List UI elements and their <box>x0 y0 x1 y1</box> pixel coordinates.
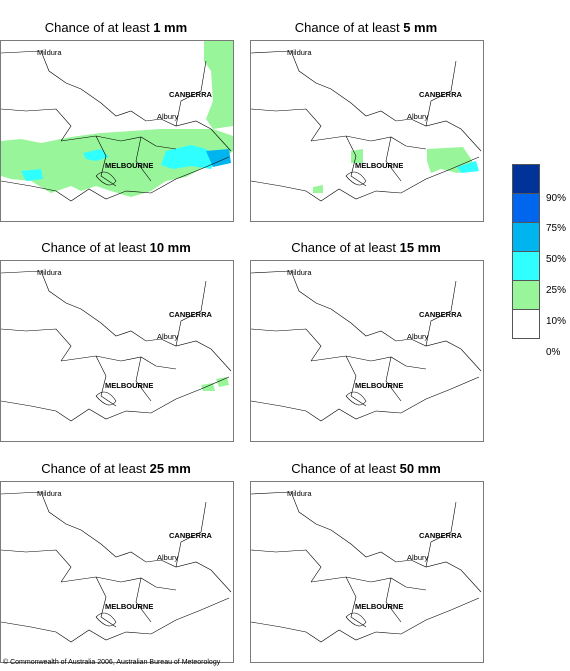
city-label-albury: Albury <box>407 332 429 341</box>
city-label-melbourne: MELBOURNE <box>355 602 403 611</box>
city-label-mildura: Mildura <box>37 268 62 277</box>
title-amount: 5 mm <box>403 20 438 35</box>
title-prefix: Chance of at least <box>41 240 146 255</box>
map-svg: Mildura CANBERRA Albury MELBOURNE <box>251 268 482 422</box>
city-label-albury: Albury <box>157 332 179 341</box>
city-label-mildura: Mildura <box>37 48 62 57</box>
map-panel-50mm: Mildura CANBERRA Albury MELBOURNE <box>250 481 484 663</box>
title-prefix: Chance of at least <box>41 461 146 476</box>
boundaries <box>1 491 232 643</box>
boundaries <box>251 491 482 643</box>
legend-label-75: 75% <box>546 223 567 234</box>
city-label-melbourne: MELBOURNE <box>105 161 153 170</box>
title-amount: 25 mm <box>149 461 191 476</box>
title-amount: 15 mm <box>399 240 441 255</box>
city-label-canberra: CANBERRA <box>169 90 213 99</box>
rain-probability-cells <box>201 377 229 391</box>
city-label-mildura: Mildura <box>287 489 312 498</box>
legend-swatch-0-10 <box>512 309 540 339</box>
probability-legend <box>512 164 540 339</box>
panel-title-10mm: Chance of at least 10 mm <box>0 240 232 255</box>
copyright-notice: © Commonwealth of Australia 2006, Austra… <box>3 659 221 666</box>
title-amount: 1 mm <box>153 20 188 35</box>
legend-label-50: 50% <box>546 254 567 265</box>
panel-title-15mm: Chance of at least 15 mm <box>250 240 482 255</box>
city-label-mildura: Mildura <box>37 489 62 498</box>
title-amount: 50 mm <box>399 461 441 476</box>
title-prefix: Chance of at least <box>291 461 396 476</box>
city-label-albury: Albury <box>407 553 429 562</box>
panel-title-50mm: Chance of at least 50 mm <box>250 461 482 476</box>
legend-swatch-10-25 <box>512 280 540 310</box>
map-svg: Mildura CANBERRA Albury MELBOURNE <box>1 489 232 643</box>
legend-label-10: 10% <box>546 316 567 327</box>
city-label-albury: Albury <box>407 112 429 121</box>
city-label-melbourne: MELBOURNE <box>355 381 403 390</box>
city-label-melbourne: MELBOURNE <box>105 381 153 390</box>
panel-title-25mm: Chance of at least 25 mm <box>0 461 232 476</box>
legend-swatch-50-75 <box>512 222 540 252</box>
title-prefix: Chance of at least <box>44 20 150 35</box>
boundaries <box>251 270 482 422</box>
map-svg: Mildura CANBERRA Albury MELBOURNE <box>1 268 232 422</box>
map-svg: Mildura CANBERRA Albury MELBOURNE <box>251 489 482 643</box>
legend-label-0: 0% <box>546 347 561 358</box>
title-amount: 10 mm <box>149 240 191 255</box>
rain-probability-cells <box>313 147 479 193</box>
rain-probability-cells <box>1 41 233 197</box>
city-label-albury: Albury <box>157 553 179 562</box>
city-label-canberra: CANBERRA <box>419 90 463 99</box>
city-label-albury: Albury <box>157 112 179 121</box>
legend-label-25: 25% <box>546 285 567 296</box>
legend-label-90: 90% <box>546 193 567 204</box>
map-panel-25mm: Mildura CANBERRA Albury MELBOURNE <box>0 481 234 663</box>
city-label-canberra: CANBERRA <box>169 531 213 540</box>
city-label-canberra: CANBERRA <box>419 310 463 319</box>
city-label-melbourne: MELBOURNE <box>105 602 153 611</box>
boundaries <box>1 50 232 202</box>
city-label-melbourne: MELBOURNE <box>355 161 403 170</box>
map-panel-1mm: Mildura CANBERRA Albury MELBOURNE <box>0 40 234 222</box>
city-label-canberra: CANBERRA <box>169 310 213 319</box>
map-panel-5mm: Mildura CANBERRA Albury MELBOURNE <box>250 40 484 222</box>
map-svg: Mildura CANBERRA Albury MELBOURNE <box>1 41 233 202</box>
panel-title-1mm: Chance of at least 1 mm <box>0 20 232 35</box>
legend-swatch-75-90 <box>512 193 540 223</box>
boundaries <box>1 270 232 422</box>
map-panel-15mm: Mildura CANBERRA Albury MELBOURNE <box>250 260 484 442</box>
panel-title-5mm: Chance of at least 5 mm <box>250 20 482 35</box>
legend-swatch-90-100 <box>512 164 540 194</box>
map-svg: Mildura CANBERRA Albury MELBOURNE <box>251 48 482 202</box>
map-panel-10mm: Mildura CANBERRA Albury MELBOURNE <box>0 260 234 442</box>
title-prefix: Chance of at least <box>291 240 396 255</box>
city-label-mildura: Mildura <box>287 268 312 277</box>
city-label-canberra: CANBERRA <box>419 531 463 540</box>
boundaries <box>251 50 482 202</box>
title-prefix: Chance of at least <box>294 20 400 35</box>
city-label-mildura: Mildura <box>287 48 312 57</box>
legend-swatch-25-50 <box>512 251 540 281</box>
